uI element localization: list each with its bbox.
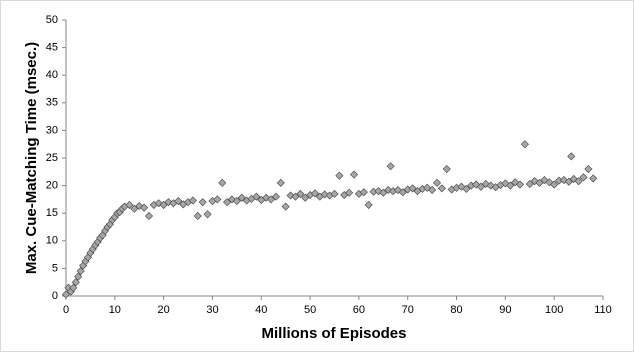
point bbox=[530, 177, 539, 186]
point bbox=[76, 267, 85, 276]
point bbox=[232, 197, 241, 206]
point bbox=[428, 185, 437, 195]
point bbox=[350, 170, 359, 179]
y-tick-label: 5 bbox=[52, 262, 58, 274]
point bbox=[310, 189, 319, 198]
point bbox=[525, 179, 534, 188]
point bbox=[271, 192, 280, 201]
y-axis-label: Max. Cue-Matching Time (msec.) bbox=[23, 42, 40, 274]
y-tick-label: 45 bbox=[46, 42, 58, 54]
point bbox=[223, 198, 232, 207]
point bbox=[154, 199, 163, 208]
x-tick-label: 10 bbox=[109, 304, 121, 316]
point bbox=[393, 185, 402, 195]
point bbox=[379, 188, 388, 197]
point bbox=[252, 192, 261, 201]
point bbox=[345, 188, 354, 197]
y-tick-label: 10 bbox=[46, 235, 58, 247]
point bbox=[437, 184, 446, 193]
point bbox=[584, 165, 593, 174]
point bbox=[567, 152, 576, 161]
point bbox=[515, 180, 525, 189]
point bbox=[237, 193, 246, 202]
point bbox=[188, 196, 197, 205]
point bbox=[398, 188, 407, 197]
point bbox=[462, 184, 471, 193]
point bbox=[291, 192, 300, 201]
point bbox=[296, 189, 305, 198]
point bbox=[550, 180, 559, 189]
point bbox=[408, 184, 417, 193]
point bbox=[281, 202, 290, 211]
y-tick-label: 30 bbox=[46, 124, 58, 136]
y-tick-label: 50 bbox=[46, 14, 58, 26]
point bbox=[579, 173, 588, 182]
point bbox=[144, 211, 154, 220]
point bbox=[198, 198, 207, 207]
point bbox=[227, 195, 237, 204]
point bbox=[276, 178, 285, 187]
point bbox=[330, 189, 339, 198]
x-tick-label: 80 bbox=[450, 304, 462, 316]
x-tick-label: 70 bbox=[402, 304, 414, 316]
x-tick-label: 0 bbox=[63, 304, 69, 316]
point bbox=[286, 191, 295, 200]
point bbox=[193, 211, 202, 220]
point bbox=[218, 178, 227, 187]
x-tick-label: 30 bbox=[206, 304, 218, 316]
y-tick-label: 15 bbox=[46, 207, 58, 219]
y-tick-label: 0 bbox=[52, 290, 58, 302]
point bbox=[301, 193, 310, 202]
x-axis-label: Millions of Episodes bbox=[261, 325, 406, 342]
point bbox=[335, 171, 344, 180]
y-tick-label: 25 bbox=[46, 152, 58, 164]
x-tick-label: 90 bbox=[499, 304, 511, 316]
point bbox=[69, 283, 78, 292]
y-tick-label: 40 bbox=[46, 69, 58, 81]
point bbox=[506, 181, 515, 190]
point bbox=[520, 140, 529, 149]
y-tick-label: 20 bbox=[46, 180, 58, 192]
x-tick-label: 60 bbox=[353, 304, 365, 316]
point bbox=[159, 200, 168, 209]
point bbox=[564, 177, 573, 186]
y-tick-label: 35 bbox=[46, 97, 58, 109]
x-tick-label: 40 bbox=[255, 304, 267, 316]
point bbox=[140, 203, 149, 212]
point bbox=[386, 162, 395, 171]
point bbox=[203, 210, 212, 219]
point bbox=[359, 188, 368, 197]
x-tick-label: 20 bbox=[158, 304, 170, 316]
x-tick-label: 110 bbox=[594, 304, 612, 316]
point bbox=[74, 272, 83, 281]
x-tick-label: 100 bbox=[545, 304, 563, 316]
point bbox=[501, 179, 510, 188]
point bbox=[589, 174, 598, 183]
point bbox=[130, 204, 139, 213]
point bbox=[262, 193, 271, 202]
point bbox=[476, 182, 485, 191]
point bbox=[125, 200, 134, 209]
point bbox=[574, 177, 583, 186]
point bbox=[442, 165, 451, 174]
point bbox=[423, 183, 432, 192]
point bbox=[61, 290, 71, 299]
point bbox=[71, 278, 80, 287]
point bbox=[535, 178, 544, 187]
x-tick-label: 50 bbox=[304, 304, 316, 316]
point bbox=[267, 195, 276, 204]
point bbox=[472, 180, 481, 189]
point bbox=[432, 178, 442, 187]
point bbox=[174, 197, 183, 206]
point bbox=[213, 195, 222, 204]
point bbox=[364, 200, 373, 209]
